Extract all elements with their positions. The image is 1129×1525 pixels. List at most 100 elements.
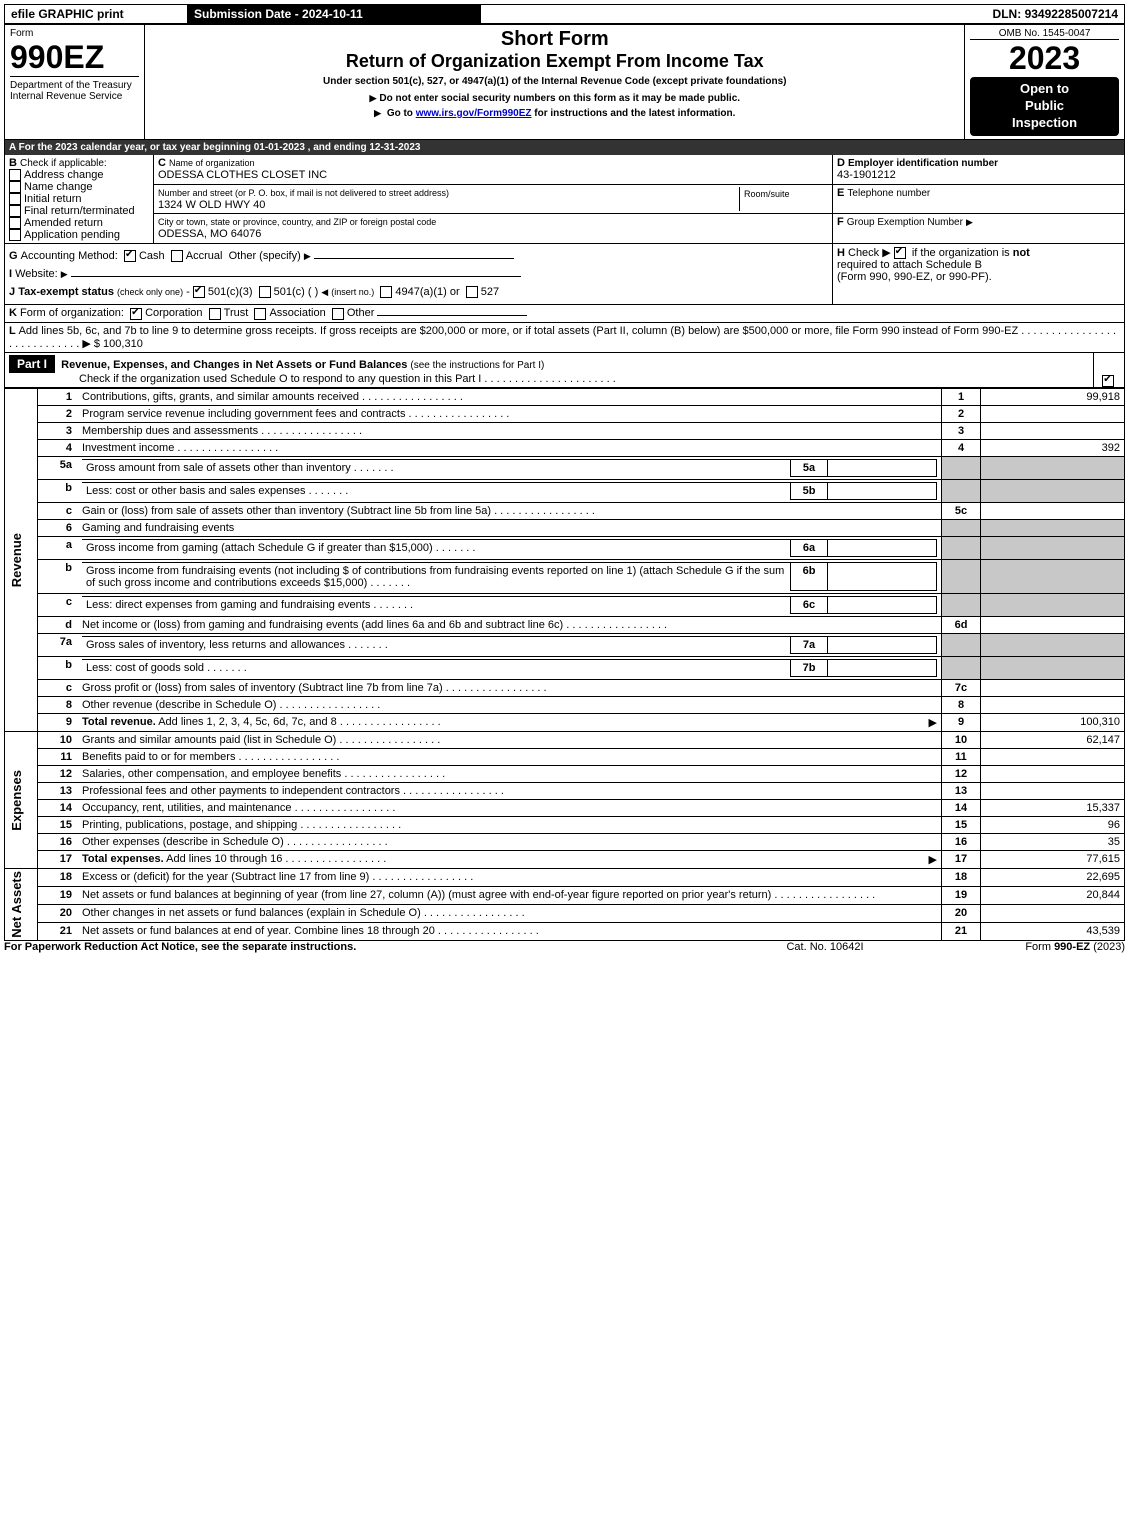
- arrow-icon: [369, 93, 379, 104]
- line-description: Investment income . . . . . . . . . . . …: [78, 439, 942, 456]
- checkbox-cash[interactable]: [124, 250, 136, 262]
- form-word: Form: [10, 28, 139, 39]
- checkbox-527[interactable]: [466, 286, 478, 298]
- efile-label[interactable]: efile GRAPHIC print: [5, 5, 188, 24]
- checkbox-501c3[interactable]: [193, 286, 205, 298]
- checkbox-amended-return[interactable]: [9, 217, 21, 229]
- lines-table: Revenue1Contributions, gifts, grants, an…: [4, 388, 1125, 941]
- line-number: 14: [38, 800, 79, 817]
- irs-link[interactable]: www.irs.gov/Form990EZ: [416, 108, 532, 119]
- section-l: L Add lines 5b, 6c, and 7b to line 9 to …: [5, 322, 1125, 352]
- line-amount: [981, 904, 1125, 922]
- sub-line-value: [828, 562, 937, 591]
- footer-left: For Paperwork Reduction Act Notice, see …: [4, 941, 725, 953]
- line-ref-number: 1: [942, 388, 981, 405]
- line-amount: [981, 502, 1125, 519]
- line-ref-number: 12: [942, 766, 981, 783]
- line-description: Gross income from fundraising events (no…: [78, 559, 942, 594]
- line-amount-shaded: [981, 519, 1125, 536]
- line-amount: [981, 749, 1125, 766]
- checkbox-address-change[interactable]: [9, 169, 21, 181]
- line-amount: 43,539: [981, 922, 1125, 940]
- irs-label: Internal Revenue Service: [10, 91, 139, 102]
- checkbox-schedule-o[interactable]: [1102, 375, 1114, 387]
- line-description: Total expenses. Add lines 10 through 16 …: [78, 851, 942, 869]
- sub-line-number: 5a: [791, 459, 828, 476]
- section-f: F Group Exemption Number ▶: [833, 214, 1125, 244]
- line-description: Net assets or fund balances at end of ye…: [78, 922, 942, 940]
- arrow-icon: [374, 108, 384, 119]
- checkbox-application-pending[interactable]: [9, 229, 21, 241]
- checkbox-other-org[interactable]: [332, 308, 344, 320]
- line-description: Occupancy, rent, utilities, and maintena…: [78, 800, 942, 817]
- line-row: Revenue1Contributions, gifts, grants, an…: [5, 388, 1125, 405]
- form-header: Form 990EZ Department of the Treasury In…: [4, 24, 1125, 140]
- section-label-cell: Net Assets: [5, 869, 38, 941]
- line-ref-number: 5c: [942, 502, 981, 519]
- line-description: Gross amount from sale of assets other t…: [78, 456, 942, 479]
- section-d: D Employer identification number 43-1901…: [833, 155, 1125, 184]
- line-amount: [981, 783, 1125, 800]
- line-description: Total revenue. Add lines 1, 2, 3, 4, 5c,…: [78, 714, 942, 732]
- website-input[interactable]: [71, 276, 521, 277]
- line-number: 17: [38, 851, 79, 869]
- ssn-warning: Do not enter social security numbers on …: [150, 93, 959, 104]
- checkbox-4947[interactable]: [380, 286, 392, 298]
- footer-right: Form 990-EZ (2023): [925, 941, 1125, 953]
- checkbox-name-change[interactable]: [9, 181, 21, 193]
- year-cell: OMB No. 1545-0047 2023 Open to Public In…: [965, 25, 1125, 140]
- line-ref-number: 4: [942, 439, 981, 456]
- dln-value: 93492285007214: [1025, 7, 1118, 21]
- line-ref-number: 16: [942, 834, 981, 851]
- line-ref-number: 21: [942, 922, 981, 940]
- line-description: Membership dues and assessments . . . . …: [78, 422, 942, 439]
- line-amount: 96: [981, 817, 1125, 834]
- checkbox-corporation[interactable]: [130, 308, 142, 320]
- line-number: 4: [38, 439, 79, 456]
- section-label: Revenue: [9, 533, 24, 587]
- line-ref-number: 17: [942, 851, 981, 869]
- sub-line-value: [828, 459, 937, 476]
- line-amount-shaded: [981, 634, 1125, 657]
- line-amount-shaded: [981, 594, 1125, 617]
- line-description: Excess or (deficit) for the year (Subtra…: [78, 869, 942, 887]
- line-description: Gain or (loss) from sale of assets other…: [78, 502, 942, 519]
- line-number: b: [38, 657, 79, 680]
- other-method-input[interactable]: [314, 258, 514, 259]
- checkbox-initial-return[interactable]: [9, 193, 21, 205]
- line-amount: 20,844: [981, 886, 1125, 904]
- section-e: E Telephone number: [833, 184, 1125, 214]
- checkbox-accrual[interactable]: [171, 250, 183, 262]
- line-ref-number: 14: [942, 800, 981, 817]
- checkbox-trust[interactable]: [209, 308, 221, 320]
- line-number: 5a: [38, 456, 79, 479]
- submission-date: Submission Date - 2024-10-11: [188, 5, 481, 24]
- line-number: 18: [38, 869, 79, 887]
- checkbox-final-return[interactable]: [9, 205, 21, 217]
- section-label: Expenses: [9, 770, 24, 831]
- line-row: 20Other changes in net assets or fund ba…: [5, 904, 1125, 922]
- checkbox-association[interactable]: [254, 308, 266, 320]
- checkbox-schedule-b[interactable]: [894, 247, 906, 259]
- sub-line-value: [828, 482, 937, 499]
- ein-value: 43-1901212: [837, 169, 896, 181]
- section-b: B Check if applicable: Address change Na…: [5, 155, 154, 244]
- line-ref-number: 19: [942, 886, 981, 904]
- footer-mid: Cat. No. 10642I: [725, 941, 925, 953]
- line-amount-shaded: [981, 657, 1125, 680]
- line-number: 15: [38, 817, 79, 834]
- line-amount: 35: [981, 834, 1125, 851]
- line-row: aGross income from gaming (attach Schedu…: [5, 536, 1125, 559]
- line-amount-shaded: [981, 559, 1125, 594]
- line-row: 15Printing, publications, postage, and s…: [5, 817, 1125, 834]
- dept-treasury: Department of the Treasury: [10, 76, 139, 91]
- line-amount-shaded: [981, 456, 1125, 479]
- line-amount: [981, 766, 1125, 783]
- other-org-input[interactable]: [377, 315, 527, 316]
- line-number: 16: [38, 834, 79, 851]
- line-row: 19Net assets or fund balances at beginni…: [5, 886, 1125, 904]
- line-number: 12: [38, 766, 79, 783]
- line-ref-shaded: [942, 559, 981, 594]
- line-description: Grants and similar amounts paid (list in…: [78, 732, 942, 749]
- checkbox-501c[interactable]: [259, 286, 271, 298]
